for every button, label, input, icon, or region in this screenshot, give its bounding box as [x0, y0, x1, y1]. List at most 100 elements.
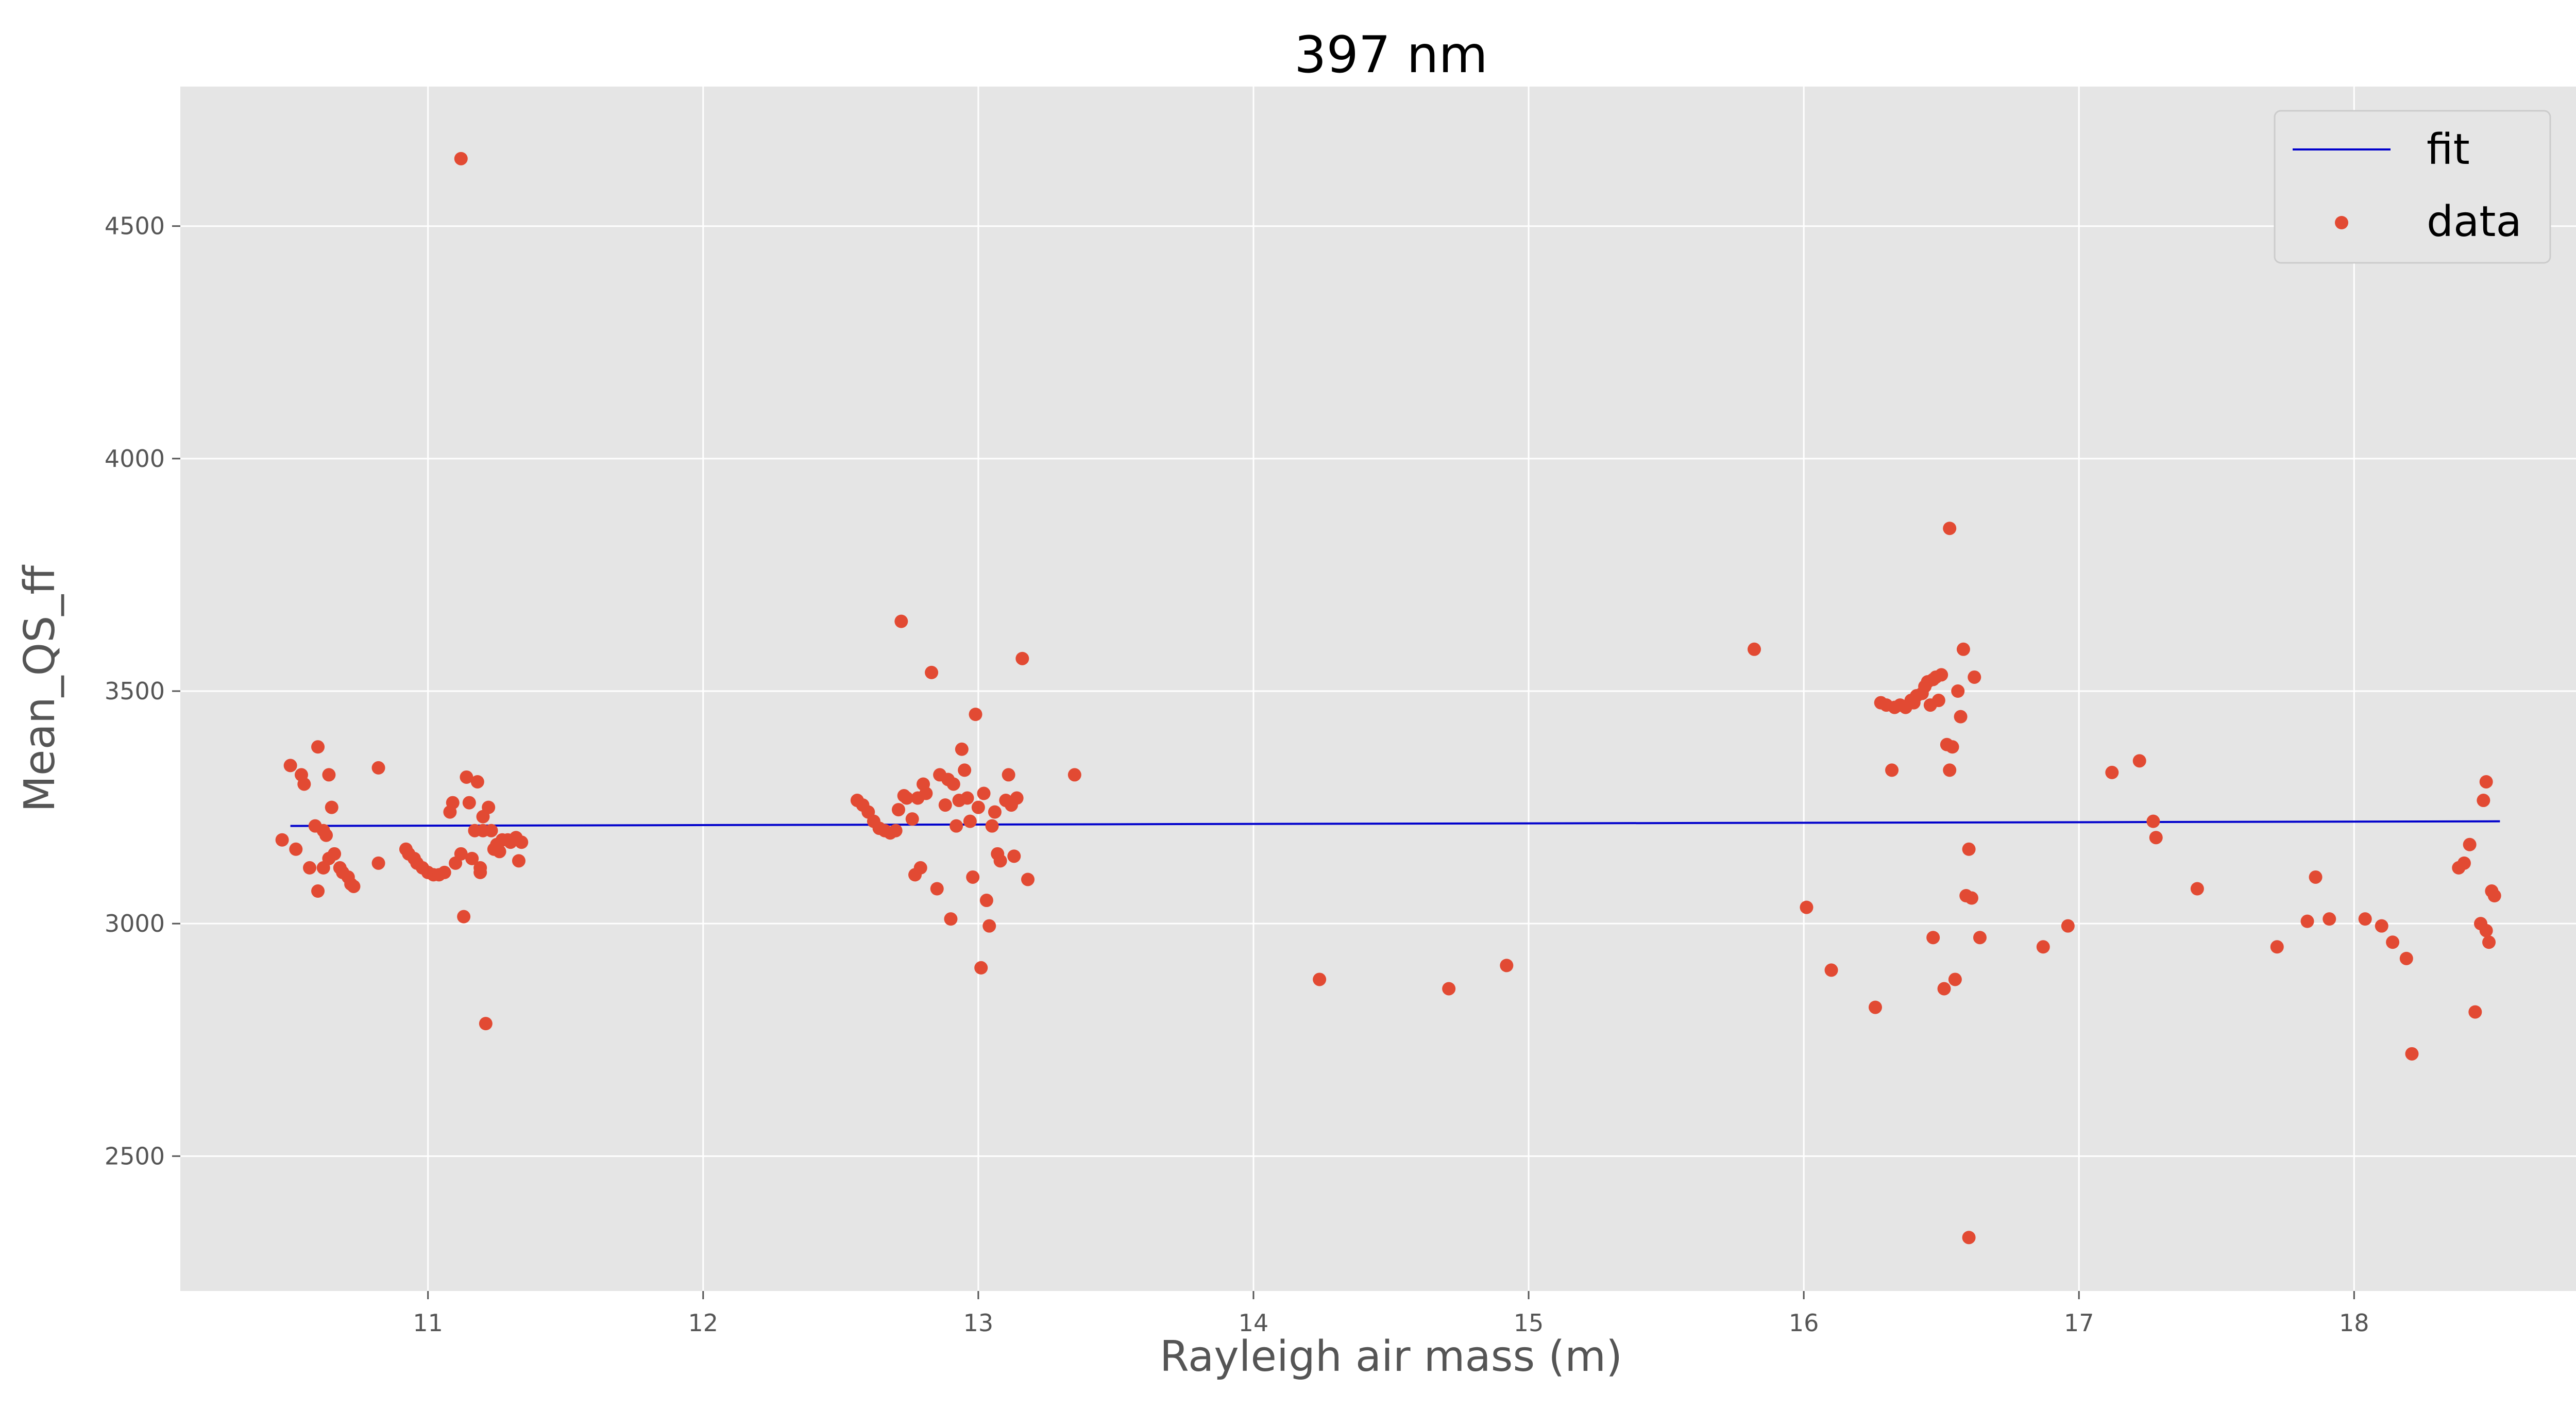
data-point: [2358, 912, 2372, 926]
data-point: [1951, 684, 1965, 698]
data-point: [2479, 775, 2493, 789]
x-tick-label: 11: [413, 1309, 443, 1337]
data-series: [275, 152, 2501, 1245]
data-point: [2468, 1005, 2482, 1019]
data-point: [988, 805, 1002, 819]
data-point: [2479, 924, 2493, 937]
data-point: [454, 847, 468, 861]
data-point: [979, 894, 993, 908]
data-point: [493, 845, 506, 859]
legend-fit-label: fit: [2427, 125, 2470, 174]
data-point: [347, 879, 361, 893]
data-point: [328, 847, 342, 861]
data-point: [1935, 668, 1948, 682]
data-point: [303, 861, 317, 875]
data-point: [950, 819, 963, 833]
data-point: [955, 742, 969, 756]
data-point: [2375, 919, 2388, 933]
data-point: [982, 919, 996, 933]
data-point: [2323, 912, 2336, 926]
data-point: [2487, 889, 2501, 903]
data-point: [484, 824, 498, 837]
data-point: [963, 814, 977, 828]
data-point: [1010, 791, 1024, 805]
legend: fit data: [2274, 110, 2551, 264]
y-axis-ticks: 2500 3000 3500 4000 4500: [105, 212, 180, 1170]
data-point: [1500, 959, 1514, 972]
data-point: [977, 786, 991, 800]
data-point: [275, 833, 289, 847]
data-point: [1937, 982, 1951, 996]
y-tick-label: 4500: [105, 212, 165, 240]
data-point: [2482, 935, 2496, 949]
data-point: [985, 819, 999, 833]
data-point: [457, 910, 471, 924]
data-point: [958, 763, 972, 777]
data-point: [913, 861, 927, 875]
data-point: [1313, 972, 1327, 986]
legend-data-label: data: [2427, 197, 2522, 246]
x-tick-label: 13: [963, 1309, 994, 1337]
data-point: [2463, 837, 2477, 851]
data-point: [1748, 642, 1761, 656]
data-point: [1926, 931, 1940, 945]
data-point: [1021, 873, 1035, 886]
data-point: [289, 842, 303, 856]
data-point: [2036, 940, 2050, 954]
x-tick-label: 18: [2339, 1309, 2369, 1337]
data-point: [512, 854, 526, 868]
data-point: [2270, 940, 2284, 954]
x-tick-label: 15: [1514, 1309, 1544, 1337]
data-point: [966, 870, 980, 884]
data-point: [479, 1017, 493, 1031]
data-point: [1948, 972, 1962, 986]
x-tick-label: 17: [2064, 1309, 2094, 1337]
data-point: [437, 865, 451, 879]
data-point: [2477, 794, 2490, 808]
data-point: [462, 796, 476, 810]
data-point: [465, 851, 479, 865]
legend-data-swatch: [2335, 216, 2348, 229]
y-tick-label: 2500: [105, 1142, 165, 1170]
data-point: [2149, 831, 2163, 845]
y-tick-label: 3500: [105, 677, 165, 705]
data-point: [900, 791, 913, 805]
data-point: [1954, 710, 1968, 724]
data-point: [1800, 900, 1814, 914]
data-point: [993, 854, 1007, 868]
data-point: [894, 614, 908, 628]
data-point: [1962, 1231, 1976, 1245]
x-tick-label: 14: [1239, 1309, 1269, 1337]
data-point: [1824, 963, 1838, 977]
y-tick-label: 3000: [105, 910, 165, 937]
data-point: [930, 882, 944, 896]
data-point: [1007, 849, 1021, 863]
data-point: [1442, 982, 1456, 996]
data-point: [2190, 882, 2204, 896]
data-point: [1962, 842, 1976, 856]
data-point: [460, 770, 473, 784]
data-point: [2386, 935, 2400, 949]
x-tick-label: 12: [688, 1309, 718, 1337]
data-point: [311, 884, 325, 898]
data-point: [969, 708, 982, 722]
data-point: [1945, 740, 1959, 754]
data-point: [2457, 856, 2471, 870]
grid-lines: [180, 87, 2576, 1291]
x-axis-ticks: 11 12 13 14 15 16 17 18: [413, 1291, 2369, 1337]
data-point: [446, 796, 460, 810]
data-point: [1968, 670, 1981, 684]
data-point: [1943, 522, 1957, 535]
data-point: [2061, 919, 2075, 933]
data-point: [1956, 642, 1970, 656]
x-axis-label: Rayleigh air mass (m): [1160, 1332, 1622, 1381]
data-point: [889, 824, 903, 837]
data-point: [371, 856, 385, 870]
x-tick-label: 16: [1789, 1309, 1819, 1337]
data-point: [482, 800, 496, 814]
data-point: [2309, 870, 2323, 884]
data-point: [974, 961, 988, 975]
data-point: [960, 791, 974, 805]
